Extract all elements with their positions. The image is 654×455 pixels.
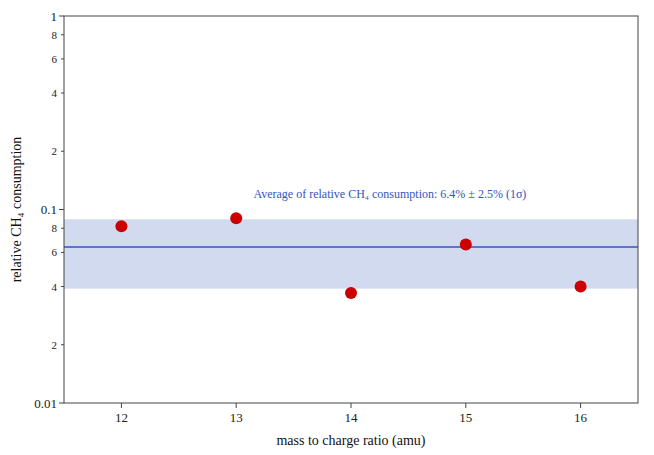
plot-background [64,16,638,403]
y-tick [59,16,64,17]
data-point [575,281,587,293]
data-point [230,212,242,224]
x-axis-label: mass to charge ratio (amu) [276,433,425,449]
sigma-band [64,219,638,288]
y-tick-label: 6 [52,53,58,65]
y-axis-label: relative CH₄ consumption [9,137,24,283]
y-tick-label: 4 [52,281,58,293]
y-tick-label: 4 [52,87,58,99]
data-point [345,287,357,299]
y-tick-label: 6 [52,246,58,258]
chart: 12 13 14 15 16 0.01 2 4 6 8 0.1 2 4 6 8 1 mass to charge… [0,0,654,455]
x-tick-label: 12 [115,410,128,425]
y-tick-label: 8 [52,222,58,234]
x-tick-label: 15 [459,410,472,425]
y-tick-label: 0.1 [41,202,57,217]
y-tick-label: 2 [52,339,58,351]
plot-area [64,212,638,299]
average-line [64,246,638,248]
x-tick [236,403,237,408]
x-tick [465,403,466,408]
y-tick [61,151,64,152]
y-tick [61,34,64,35]
data-point [115,220,127,232]
y-tick [61,58,64,59]
y-tick [61,344,64,345]
x-tick [121,403,122,408]
x-tick [351,403,352,408]
x-tick-label: 16 [574,410,588,425]
y-tick-label: 1 [51,9,58,24]
data-point [460,238,472,250]
x-tick-label: 14 [345,410,359,425]
y-tick [59,209,64,210]
annotation: Average of relative CH₄ consumption: 6.4… [253,187,526,201]
y-tick [59,403,64,404]
x-tick-label: 13 [230,410,243,425]
plot-frame [64,16,638,403]
y-tick [61,93,64,94]
y-tick [61,286,64,287]
x-tick [580,403,581,408]
y-tick-label: 2 [52,145,58,157]
y-tick-label: 0.01 [34,396,57,411]
y-tick-label: 8 [52,29,58,41]
y-tick [61,252,64,253]
y-tick [61,228,64,229]
